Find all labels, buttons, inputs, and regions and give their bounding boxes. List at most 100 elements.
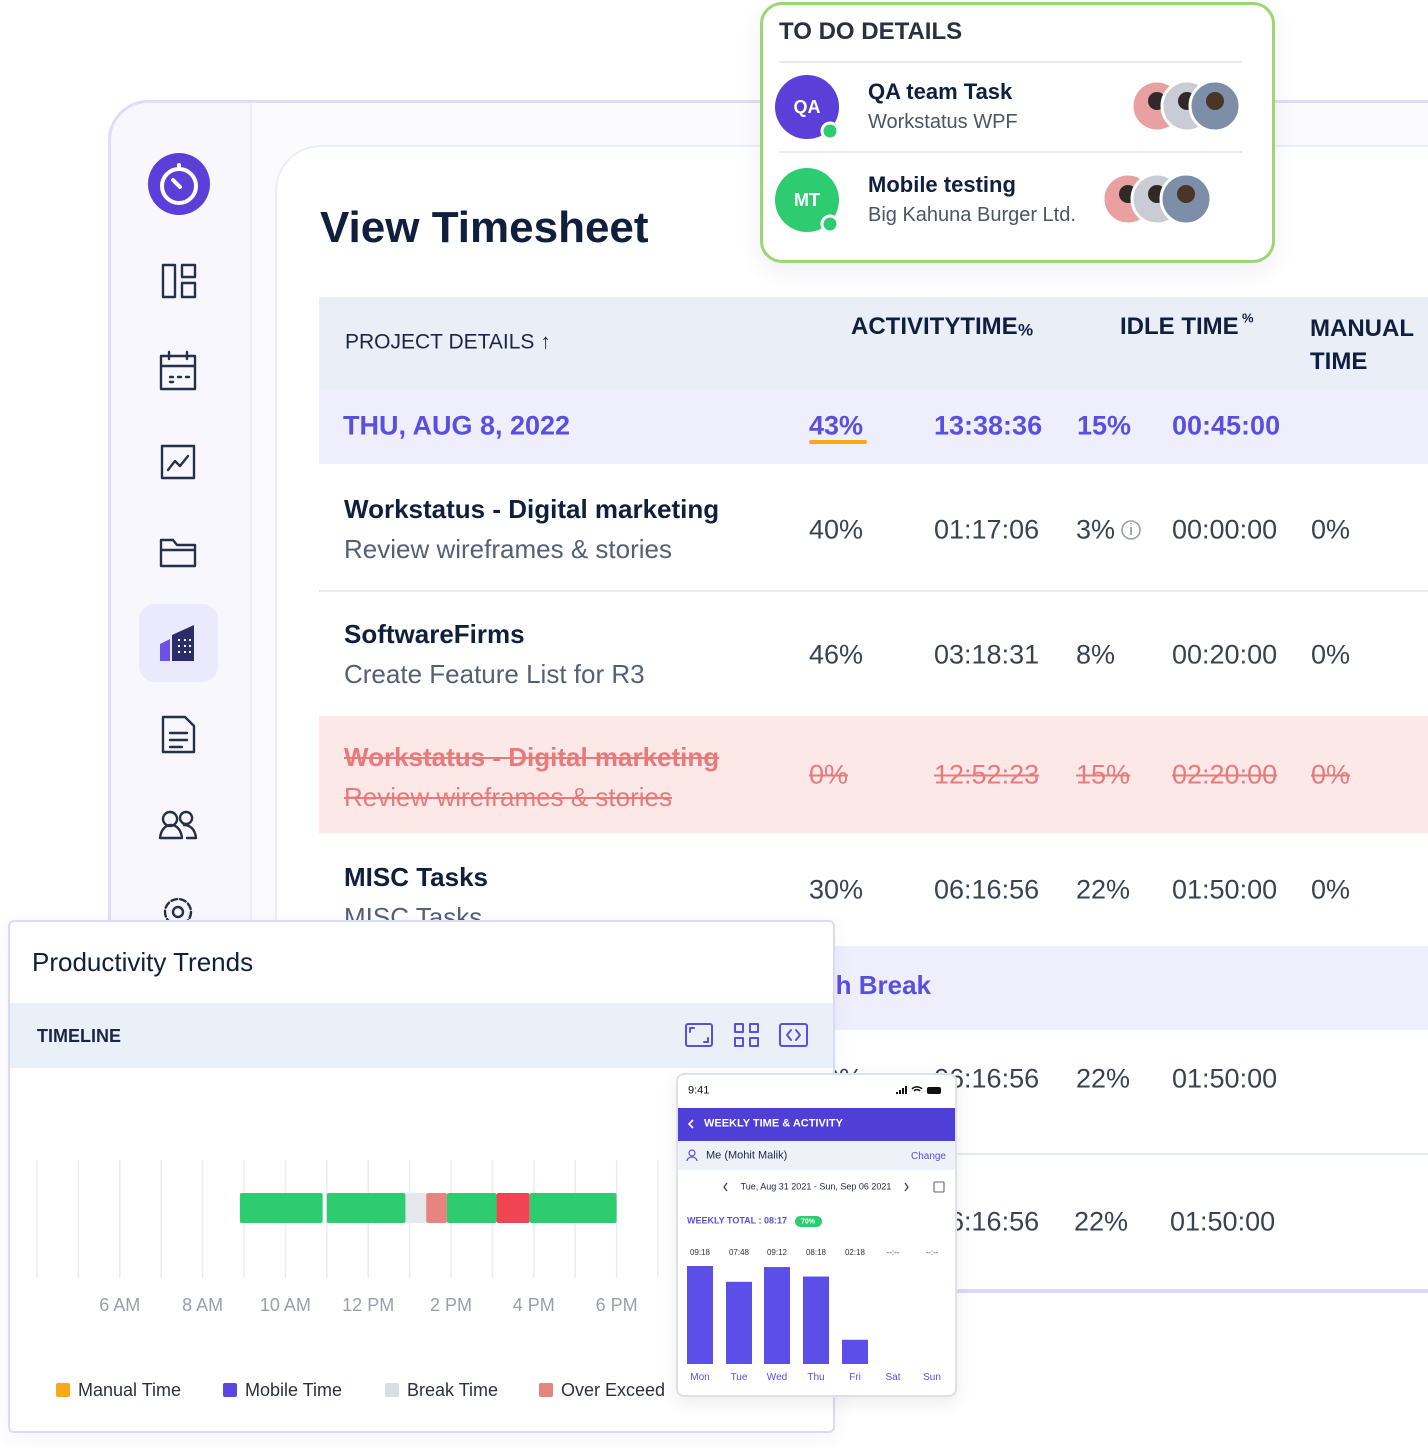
date-total: 00:45:00 xyxy=(1172,410,1281,441)
row-value: 3% xyxy=(1076,514,1116,545)
legend-swatch xyxy=(56,1383,70,1397)
range-arrows[interactable] xyxy=(723,1182,909,1192)
dashboard-icon[interactable] xyxy=(161,263,197,299)
row-value: 0% xyxy=(809,759,849,790)
struck-row-band xyxy=(319,716,1428,833)
total-badge-label: 70% xyxy=(800,1218,816,1226)
row-value: 12:52:23 xyxy=(934,759,1040,790)
bar xyxy=(803,1276,829,1364)
bar xyxy=(764,1267,790,1364)
users-icon[interactable] xyxy=(158,810,198,840)
initials-avatar xyxy=(775,75,839,139)
initials: MT xyxy=(794,190,820,210)
calendar-mini-icon[interactable] xyxy=(933,1181,945,1193)
change-link: Change xyxy=(910,1151,946,1162)
calendar-icon[interactable] xyxy=(159,350,197,391)
grid-icon[interactable] xyxy=(734,1023,759,1047)
x-tick-label: 2 PM xyxy=(429,1295,473,1315)
row-value: 30% xyxy=(809,874,864,905)
todo-separator xyxy=(779,61,1242,63)
settings-icon-center xyxy=(171,905,185,919)
legend-label: Manual Time xyxy=(78,1380,182,1400)
bar xyxy=(687,1266,713,1364)
tab-label: TIMELINE xyxy=(37,1026,121,1046)
timeline-segment xyxy=(326,1193,406,1223)
task-title: Mobile testing xyxy=(868,172,1016,197)
row-separator xyxy=(319,590,1428,592)
project-name: Workstatus - Digital marketing xyxy=(344,742,720,772)
task-title: QA team Task xyxy=(868,79,1013,104)
date-row-band xyxy=(319,390,1428,464)
info-icon[interactable] xyxy=(1121,520,1141,540)
legend-swatch xyxy=(223,1383,237,1397)
day-label: Wed xyxy=(766,1372,788,1383)
x-tick-label: 6 PM xyxy=(595,1295,638,1315)
row-value: 8% xyxy=(1076,639,1116,670)
task-name: Review wireframes & stories xyxy=(344,534,672,564)
online-dot xyxy=(820,121,840,141)
timeline-segment xyxy=(426,1193,447,1223)
table-header-band xyxy=(319,297,1428,390)
card-title: Productivity Trends xyxy=(32,947,254,977)
row-value: 01:50:00 xyxy=(1172,1063,1278,1094)
code-icon[interactable] xyxy=(779,1023,808,1047)
total-badge xyxy=(795,1216,822,1227)
view-icon[interactable] xyxy=(685,1023,713,1047)
back-icon[interactable] xyxy=(687,1119,694,1129)
task-name: Review wireframes & stories xyxy=(344,782,672,812)
chart-icon[interactable] xyxy=(160,444,196,480)
folder-icon[interactable] xyxy=(159,538,197,568)
row-value: 01:50:00 xyxy=(1170,1206,1276,1237)
row-value: 01:17:06 xyxy=(934,514,1040,545)
column-header: MANUAL TIME xyxy=(1310,315,1414,375)
row-value: 46% xyxy=(809,639,864,670)
building-icon[interactable] xyxy=(172,625,194,661)
bar xyxy=(726,1281,752,1364)
signal-icon xyxy=(896,1086,907,1094)
column-header: % xyxy=(1018,320,1034,340)
document-icon[interactable] xyxy=(161,715,196,754)
x-tick-label: 10 AM xyxy=(259,1295,311,1315)
day-label: Tue xyxy=(730,1372,748,1383)
column-header: ACTIVITYTIME xyxy=(851,313,1018,340)
logo-hand xyxy=(171,163,182,189)
online-dot xyxy=(820,214,840,234)
view-icon-corners xyxy=(689,1027,709,1043)
member-face xyxy=(1177,185,1195,203)
row-value: 0% xyxy=(1311,759,1351,790)
date-total: 43% xyxy=(809,410,864,441)
todo-title: TO DO DETAILS xyxy=(779,18,963,45)
row-value: 0% xyxy=(1311,514,1351,545)
battery-icon xyxy=(927,1087,941,1094)
day-label: Mon xyxy=(690,1372,710,1383)
x-tick-label: 12 PM xyxy=(342,1295,395,1315)
activity-underline xyxy=(809,440,867,444)
bar-value-label: 09:18 xyxy=(689,1248,711,1257)
project-name: Workstatus - Digital marketing xyxy=(344,494,720,524)
task-org: Big Kahuna Burger Ltd. xyxy=(868,204,1076,226)
legend-label: Mobile Time xyxy=(245,1380,343,1400)
todo-separator xyxy=(779,151,1242,153)
date-total: 13:38:36 xyxy=(934,410,1043,441)
bar-value-label: --:-- xyxy=(886,1248,900,1257)
status-time: 9:41 xyxy=(688,1084,710,1097)
row-value: 22% xyxy=(1074,1206,1129,1237)
row-value: 01:50:00 xyxy=(1172,874,1278,905)
building-icon[interactable] xyxy=(160,639,170,661)
row-value: 0% xyxy=(1311,874,1351,905)
row-value: 0% xyxy=(1311,639,1351,670)
date-total: 15% xyxy=(1077,410,1132,441)
date-range: Tue, Aug 31 2021 - Sun, Sep 06 2021 xyxy=(740,1181,892,1192)
timeline-segment xyxy=(239,1193,323,1223)
row-value: 15% xyxy=(1076,759,1131,790)
x-tick-label: 8 AM xyxy=(182,1295,224,1315)
bar xyxy=(842,1339,868,1364)
initials-avatar xyxy=(775,168,839,232)
timeline-segment xyxy=(446,1193,497,1223)
date-label: THU, AUG 8, 2022 xyxy=(343,410,571,441)
